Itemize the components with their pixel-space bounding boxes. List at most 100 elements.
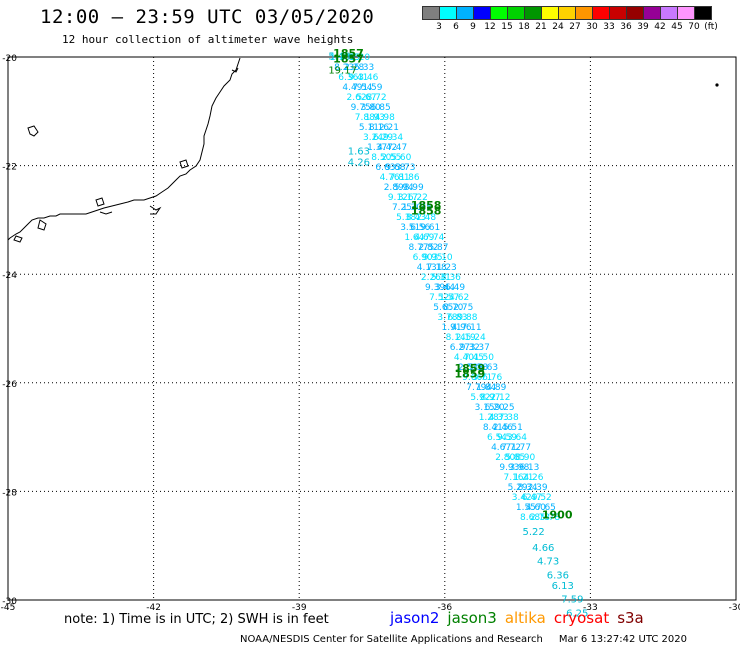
track-swh-mark: 5.58 — [468, 363, 488, 373]
scale-swatch — [694, 6, 712, 20]
track-swh-mark: 8.16 — [369, 123, 389, 133]
axis-labels: -20-22-24-26-28-30-45-42-39-36-33-30 — [1, 54, 740, 613]
track-swh-mark: 4.40 — [454, 353, 474, 363]
track-swh-mark: 2.82 — [418, 243, 438, 253]
track-swh-mark: 5.11 — [359, 123, 379, 133]
track-swh-mark: 9.95 — [423, 253, 443, 263]
map-title: 12:00 – 23:59 UTC 03/05/2020 — [40, 6, 375, 28]
track-swh-mark: 6.90 — [413, 253, 433, 263]
track-swh-mark: 8.90 — [515, 453, 535, 463]
track-swh-mark: 4.67 — [491, 443, 511, 453]
footnote: note: 1) Time is in UTC; 2) SWH is in fe… — [64, 612, 329, 627]
scale-label: 42 — [654, 22, 666, 32]
scale-label: 33 — [603, 22, 615, 32]
scale-label: 12 — [484, 22, 496, 32]
scale-label: 9 — [470, 22, 476, 32]
lon-tick-label: -30 — [729, 603, 740, 613]
satellite-name: altika — [504, 609, 546, 627]
credit-line: NOAA/NESDIS Center for Satellite Applica… — [240, 634, 687, 645]
track-swh-mark: 7.18 — [427, 263, 447, 273]
track-swh-mark: 2.26 — [421, 273, 441, 283]
track-swh-mark: 5.94 — [394, 183, 414, 193]
satellite-name: jason2 — [390, 609, 440, 627]
swh-label: 19.17 — [328, 65, 357, 76]
track-swh-mark: 4.13 — [417, 263, 437, 273]
track-swh-mark: 6.13 — [519, 463, 539, 473]
track-swh-mark: 5.24 — [466, 333, 486, 343]
track-swh-mark: 2.53 — [458, 363, 478, 373]
track-swh-mark: 7.20 — [350, 53, 370, 63]
scale-label: 70 — [688, 22, 700, 32]
track-swh-mark: 7.11 — [462, 323, 482, 333]
swh-label: 6.13 — [552, 581, 574, 592]
track-swh-mark: 7.88 — [355, 113, 375, 123]
brazil-coastline — [7, 57, 241, 241]
track-swh-mark: 8.68 — [520, 513, 540, 523]
track-swh-mark: 5.38 — [396, 213, 416, 223]
swh-label: 6.36 — [547, 570, 569, 581]
time-label: 1857 — [333, 52, 364, 65]
satellite-name: jason3 — [447, 609, 497, 627]
map-frame — [7, 56, 737, 601]
track-swh-mark: 7.52 — [429, 293, 449, 303]
track-swh-mark: 2.28 — [344, 63, 364, 73]
lon-tick-label: -45 — [1, 603, 16, 613]
track-swh-mark: 4.62 — [449, 293, 469, 303]
track-swh-mark: 6.49 — [445, 283, 465, 293]
scale-label: (ft) — [704, 22, 718, 32]
scale-label: 6 — [453, 22, 459, 32]
track-swh-mark: 2.62 — [347, 93, 367, 103]
lat-tick-label: -30 — [2, 597, 17, 607]
scale-label: 21 — [535, 22, 547, 32]
track-swh-mark: 9.68 — [385, 163, 405, 173]
track-swh-mark: 5.67 — [357, 93, 377, 103]
track-swh-mark: 6.29 — [373, 133, 393, 143]
track-swh-mark: 4.49 — [342, 83, 362, 93]
credit-text: NOAA/NESDIS Center for Satellite Applica… — [240, 634, 543, 645]
track-swh-mark: 5.87 — [428, 243, 448, 253]
swh-label: 4.26 — [348, 158, 370, 169]
track-swh-mark: 3.64 — [507, 433, 527, 443]
track-swh-mark: 3.37 — [470, 343, 490, 353]
track-swh-mark: 7.38 — [499, 413, 519, 423]
track-swh-mark: 9.59 — [497, 433, 517, 443]
track-swh-mark: 8.50 — [371, 153, 391, 163]
track-swh-mark: 1.86 — [400, 173, 420, 183]
track-swh-mark: 3.78 — [437, 313, 457, 323]
track-swh-mark: 1.91 — [442, 323, 462, 333]
track-swh-mark: 2.39 — [528, 483, 548, 493]
track-swh-mark: 9.75 — [351, 103, 371, 113]
swh-label: 7.59 — [561, 595, 583, 606]
scale-label: 3 — [436, 22, 442, 32]
satellite-name: cryosat — [553, 609, 610, 627]
track-swh-mark: 5.85 — [505, 453, 525, 463]
scale-label: 36 — [620, 22, 632, 32]
track-swh-mark: 3.46 — [358, 73, 378, 83]
swh-label: 4.66 — [532, 543, 554, 554]
satellite-tracks: 1.108.236.364.492.629.757.885.113.241.37… — [330, 53, 560, 523]
track-swh-mark: 9.93 — [499, 463, 519, 473]
track-swh-mark: 4.89 — [486, 383, 506, 393]
track-swh-mark: 6.85 — [371, 103, 391, 113]
track-swh-mark: 8.41 — [483, 423, 503, 433]
generated-timestamp: Mar 6 13:27:42 UTC 2020 — [558, 634, 687, 645]
track-swh-mark: 8.36 — [441, 273, 461, 283]
lat-tick-label: -22 — [2, 163, 17, 173]
track-swh-mark: 8.99 — [404, 183, 424, 193]
lon-tick-label: -42 — [146, 603, 161, 613]
track-swh-mark: 3.17 — [398, 193, 418, 203]
track-swh-mark: 4.15 — [340, 53, 360, 63]
track-swh-mark: 1.64 — [404, 233, 424, 243]
track-swh-mark: 9.52 — [532, 493, 552, 503]
scale-label: 15 — [501, 22, 513, 32]
time-label: 1900 — [542, 509, 573, 522]
track-swh-mark: 9.61 — [420, 223, 440, 233]
track-swh-mark: 4.60 — [526, 503, 546, 513]
map-grid — [8, 57, 736, 600]
scale-label: 45 — [671, 22, 683, 32]
track-swh-mark: 8.63 — [478, 363, 498, 373]
track-swh-mark: 6.27 — [450, 343, 470, 353]
time-label: 1859 — [455, 367, 486, 380]
scale-label: 30 — [586, 22, 598, 32]
track-swh-mark: 7.25 — [392, 203, 412, 213]
